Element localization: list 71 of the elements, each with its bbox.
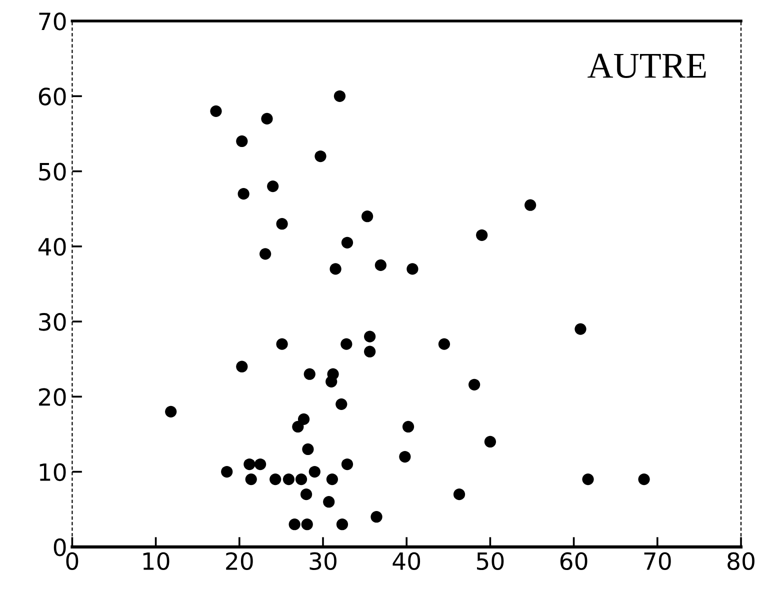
point (282, 473, 295, 486)
point (374, 259, 386, 271)
point (236, 360, 248, 372)
point (221, 466, 233, 478)
x-tick-label: 60 (560, 552, 588, 570)
point (323, 496, 335, 508)
point (362, 210, 374, 222)
point (314, 150, 326, 162)
point (336, 398, 348, 410)
x-tick-label: 30 (310, 552, 336, 570)
point (300, 488, 312, 500)
y-tick-label: 10 (40, 463, 66, 482)
point (334, 90, 346, 102)
point (236, 135, 248, 148)
y-tick-label: 30 (39, 312, 66, 331)
point (298, 413, 310, 426)
point (304, 368, 316, 380)
point (270, 473, 282, 486)
point (330, 263, 342, 275)
y-tick-label: 40 (38, 238, 66, 256)
point (364, 346, 376, 358)
point (582, 473, 594, 486)
point (288, 518, 300, 530)
x-tick-label: 40 (392, 552, 420, 570)
y-tick-label: 60 (38, 88, 66, 106)
point (453, 488, 466, 500)
point (244, 458, 256, 470)
point (438, 338, 450, 350)
y-tick-label: 0 (54, 538, 66, 556)
point (260, 248, 272, 260)
point (261, 112, 273, 125)
point (638, 473, 650, 486)
point (301, 518, 313, 530)
point (165, 406, 177, 418)
x-tick-label: 0 (66, 552, 78, 570)
point (402, 420, 414, 433)
point (340, 338, 352, 350)
point (341, 458, 354, 470)
point (370, 511, 382, 523)
point (468, 378, 480, 390)
point (254, 458, 266, 470)
point (476, 229, 488, 241)
point (574, 323, 586, 335)
y-tick-label: 20 (39, 388, 66, 406)
annotation: AUTRE (588, 54, 706, 78)
y-tick-label: 70 (39, 12, 66, 30)
x-tick-label: 80 (728, 552, 754, 570)
point (336, 518, 348, 530)
point (364, 330, 376, 342)
y-tick-label: 50 (39, 162, 66, 181)
point (245, 473, 257, 486)
point (238, 188, 250, 200)
point (341, 236, 354, 248)
point (326, 376, 338, 388)
x-tick-label: 20 (226, 552, 253, 570)
point (302, 443, 314, 456)
point (292, 420, 304, 433)
point (524, 199, 536, 211)
point (326, 473, 338, 486)
point (210, 105, 222, 117)
point (276, 218, 288, 230)
point (295, 473, 308, 486)
x-tick-label: 50 (477, 552, 504, 570)
point (276, 338, 288, 350)
x-tick-label: 10 (143, 552, 170, 570)
point (308, 466, 320, 478)
point (399, 450, 411, 463)
point (484, 436, 496, 448)
point (267, 180, 279, 192)
point (406, 263, 418, 275)
x-tick-label: 70 (644, 552, 671, 570)
